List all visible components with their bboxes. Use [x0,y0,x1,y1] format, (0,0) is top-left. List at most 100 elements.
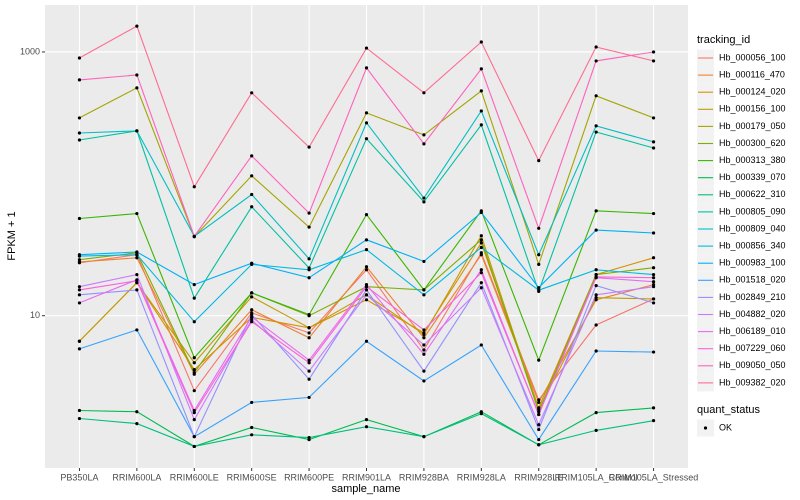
data-point [479,343,483,347]
data-point [135,328,139,332]
legend-label: Hb_000156_100 [719,104,786,114]
data-point [135,73,139,77]
data-point [537,400,541,405]
data-point [307,145,311,149]
data-point [364,66,369,70]
legend-label: Hb_000856_340 [719,240,786,250]
data-point [594,428,598,432]
data-point [422,435,426,439]
data-point [422,379,426,383]
data-point [594,209,598,213]
x-tick-label: RRIM105LA_Stressed [609,472,699,482]
data-point [192,389,196,393]
data-point [594,411,598,415]
x-tick-label: RRIM901LA [342,472,391,482]
legend-label: Hb_009382_020 [719,377,786,387]
data-point [479,268,483,272]
data-point [364,265,369,269]
data-point [364,339,369,343]
y-tick-label: 10 [30,310,40,320]
data-point [651,276,656,280]
data-point [307,268,311,272]
data-point [479,271,483,275]
data-point [479,40,483,44]
axes: 10 1000 PB350LA RRIM600LA RRIM600LE RRIM600SE… [20,46,698,482]
data-point [594,272,598,277]
data-point [651,140,656,144]
y-axis-label: FPKM + 1 [6,211,18,260]
data-point [422,196,426,200]
data-point [364,285,369,289]
data-point [479,109,483,113]
data-point [192,361,196,365]
data-point [135,279,139,283]
legend-label: Hb_000622_310 [719,189,786,199]
data-point [594,293,598,297]
data-point [250,320,254,324]
data-point [594,296,598,300]
data-point [651,350,656,354]
data-point [364,268,369,272]
data-point [250,154,254,158]
data-point [537,288,541,292]
data-point [192,444,196,449]
data-point [77,216,82,221]
data-point [307,395,311,400]
data-point [537,358,541,362]
x-tick-label: RRIM928LA [457,472,506,482]
data-point [77,285,82,289]
data-point [479,89,483,93]
data-point [651,231,656,235]
data-point [77,301,82,305]
legend-swatch [703,426,708,430]
x-tick-label: PB350LA [60,472,98,482]
data-point [651,280,656,284]
data-point [479,286,483,290]
legend-label: Hb_000983_100 [719,258,786,268]
data-point [594,228,598,232]
data-point [479,241,483,245]
data-point [594,45,598,49]
data-point [307,361,311,365]
data-point [250,205,254,209]
data-point [307,257,311,261]
legend-label: Hb_004882_020 [719,309,786,319]
data-point [250,295,254,299]
data-point [364,137,369,141]
data-point [250,308,254,312]
data-point [479,210,483,215]
data-point [135,129,139,133]
data-point [422,328,426,332]
legend-label: Hb_000056_100 [719,52,786,62]
legend-label: Hb_000805_090 [719,206,786,216]
data-point [422,352,426,356]
data-point [192,185,196,189]
data-point [135,250,139,254]
x-tick-label: RRIM600SE [227,472,277,482]
data-point [651,285,656,289]
data-point [422,332,426,337]
data-point [479,67,483,71]
x-tick-label: RRIM600PE [284,472,334,482]
data-point [364,417,369,422]
data-point [364,298,369,302]
data-point [651,406,656,410]
data-point [192,371,196,375]
data-point [594,130,598,134]
data-point [307,211,311,215]
data-point [364,425,369,429]
data-point [77,260,82,264]
data-point [364,121,369,125]
data-point [250,433,254,437]
data-point [307,312,311,317]
data-point [77,78,82,82]
data-point [594,59,598,63]
data-point [594,268,598,272]
data-point [594,349,598,353]
data-point [422,259,426,264]
y-tick-label: 1000 [20,46,40,56]
data-point [77,138,82,142]
data-point [250,291,254,295]
data-point [192,234,196,238]
